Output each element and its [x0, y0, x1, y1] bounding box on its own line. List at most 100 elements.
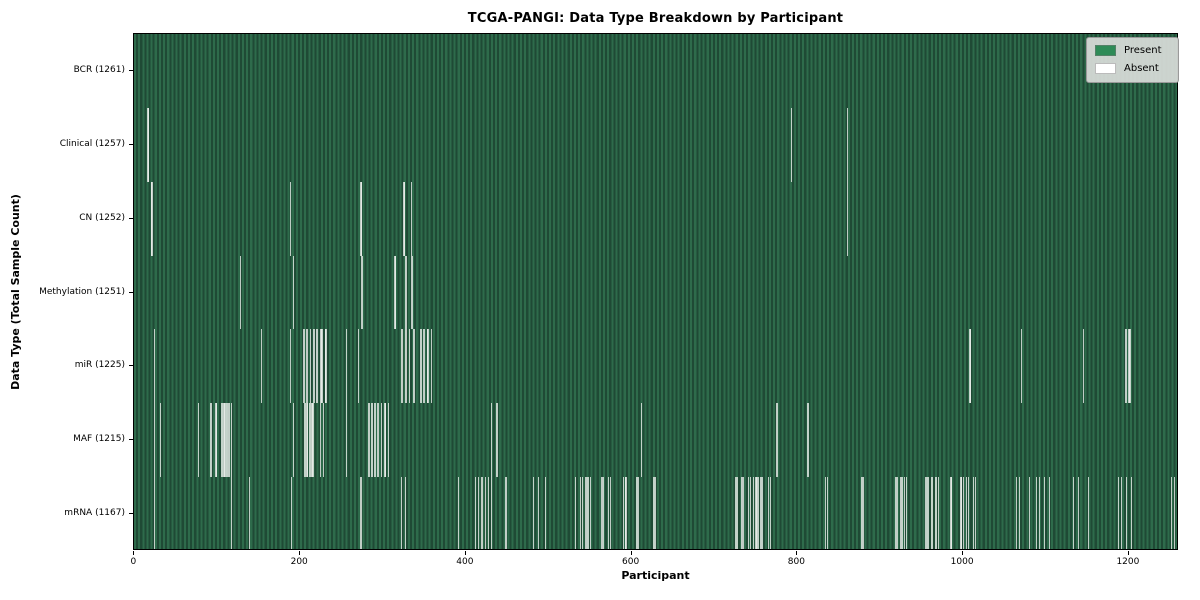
y-axis-tick — [129, 69, 133, 71]
absent-mark — [316, 329, 318, 404]
absent-mark — [403, 181, 405, 256]
absent-mark — [404, 181, 406, 256]
absent-mark — [384, 403, 386, 478]
absent-mark — [1129, 329, 1131, 404]
x-tick-label: 1000 — [950, 557, 974, 567]
absent-mark — [1087, 477, 1090, 549]
absent-mark — [409, 329, 411, 404]
absent-mark — [846, 181, 848, 256]
absent-mark — [309, 329, 311, 404]
row-band-clinical — [134, 107, 1177, 182]
absent-mark — [410, 255, 413, 330]
absent-mark — [1072, 477, 1075, 549]
y-tick-label: Clinical (1257) — [59, 138, 125, 149]
absent-mark — [303, 403, 306, 478]
absent-mark — [776, 403, 778, 478]
absent-mark — [289, 329, 292, 404]
absent-mark — [423, 329, 425, 404]
absent-mark — [361, 181, 363, 256]
absent-mark — [1174, 477, 1176, 549]
absent-mark — [903, 477, 906, 549]
absent-mark — [826, 477, 829, 549]
absent-mark — [491, 403, 493, 478]
legend-swatch-present — [1095, 45, 1116, 56]
absent-mark — [419, 329, 422, 404]
absent-mark — [967, 477, 969, 549]
absent-mark — [1043, 477, 1046, 549]
absent-mark — [430, 329, 432, 404]
absent-mark — [756, 477, 758, 549]
absent-mark — [230, 403, 233, 478]
absent-mark — [1035, 477, 1037, 549]
absent-mark — [374, 403, 376, 478]
absent-mark — [293, 403, 295, 478]
absent-mark — [753, 477, 755, 549]
absent-mark — [404, 255, 407, 330]
absent-mark — [307, 403, 309, 478]
row-band-mir — [134, 329, 1177, 404]
y-axis-tick — [129, 365, 133, 367]
y-axis-tick — [129, 439, 133, 441]
absent-mark — [970, 329, 972, 404]
absent-mark — [1077, 477, 1080, 549]
absent-mark — [975, 477, 977, 549]
absent-mark — [400, 477, 403, 549]
absent-mark — [312, 403, 314, 478]
absent-mark — [1130, 477, 1133, 549]
absent-mark — [324, 329, 326, 404]
legend-label: Present — [1124, 45, 1162, 56]
absent-mark — [159, 403, 161, 478]
absent-mark — [926, 477, 928, 549]
absent-mark — [491, 477, 493, 549]
absent-mark — [1019, 477, 1021, 549]
absent-mark — [313, 329, 315, 404]
absent-mark — [487, 477, 490, 549]
absent-mark — [654, 477, 656, 549]
absent-mark — [197, 403, 200, 478]
absent-mark — [320, 329, 322, 404]
absent-mark — [1048, 477, 1051, 549]
absent-mark — [221, 403, 224, 478]
x-tick-label: 400 — [456, 557, 474, 567]
absent-mark — [637, 477, 640, 549]
absent-mark — [901, 477, 903, 549]
row-band-methylation — [134, 255, 1177, 330]
absent-mark — [223, 403, 225, 478]
absent-mark — [1117, 477, 1119, 549]
absent-mark — [755, 477, 757, 549]
absent-mark — [748, 477, 750, 549]
absent-mark — [260, 329, 263, 404]
row-band-maf — [134, 403, 1177, 478]
y-tick-label: CN (1252) — [79, 212, 125, 223]
absent-mark — [761, 477, 763, 549]
absent-mark — [325, 329, 327, 404]
absent-mark — [240, 255, 242, 330]
absent-mark — [303, 329, 305, 404]
absent-mark — [458, 477, 460, 549]
absent-mark — [308, 403, 311, 478]
absent-mark — [411, 255, 413, 330]
legend-label: Absent — [1124, 63, 1159, 74]
absent-mark — [588, 477, 590, 549]
chart-title: TCGA-PANGI: Data Type Breakdown by Parti… — [467, 11, 844, 26]
absent-mark — [249, 477, 251, 549]
absent-mark — [532, 477, 534, 549]
x-tick-label: 1200 — [1116, 557, 1140, 567]
absent-mark — [905, 477, 907, 549]
absent-mark — [767, 477, 770, 549]
absent-mark — [969, 329, 971, 404]
absent-mark — [290, 477, 292, 549]
absent-mark — [860, 477, 863, 549]
absent-mark — [420, 329, 423, 404]
absent-mark — [413, 329, 415, 404]
absent-mark — [966, 477, 968, 549]
absent-mark — [404, 329, 407, 404]
absent-mark — [474, 477, 476, 549]
absent-mark — [477, 477, 480, 549]
absent-mark — [636, 477, 638, 549]
absent-mark — [1038, 477, 1041, 549]
absent-mark — [736, 477, 738, 549]
absent-mark — [769, 477, 771, 549]
absent-mark — [346, 329, 348, 404]
